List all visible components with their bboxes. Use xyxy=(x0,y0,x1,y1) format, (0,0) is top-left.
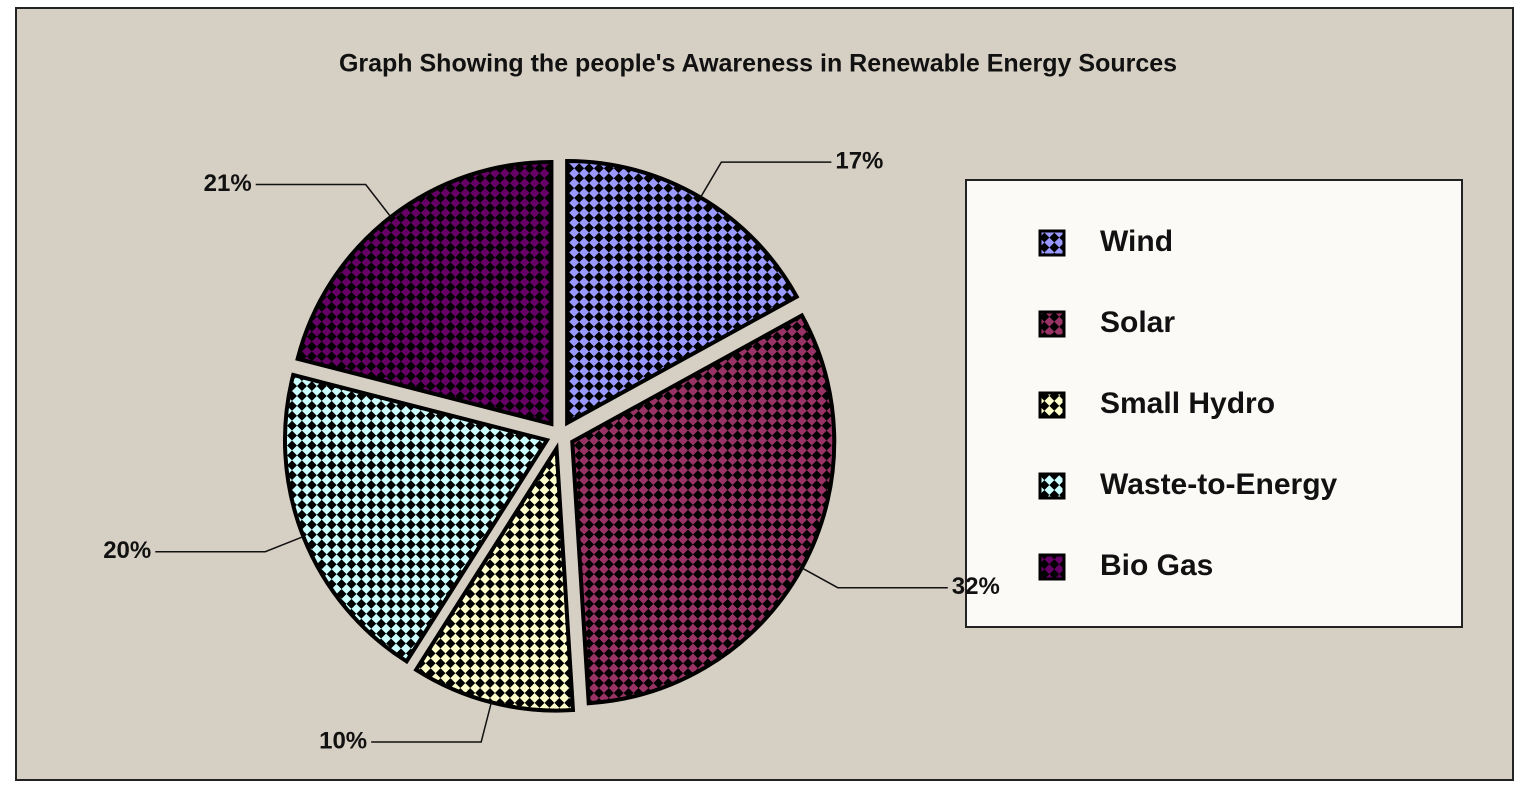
data-label: 20% xyxy=(103,537,151,564)
pie-slice xyxy=(565,158,800,427)
data-label: 17% xyxy=(835,147,883,174)
legend-label: Wind xyxy=(1100,225,1173,258)
legend-label: Solar xyxy=(1100,306,1175,339)
data-label: 32% xyxy=(952,573,1000,600)
legend-swatch xyxy=(1038,391,1066,419)
leader-line xyxy=(371,702,493,743)
legend-swatch xyxy=(1038,472,1066,500)
legend-label: Bio Gas xyxy=(1100,549,1213,582)
legend-label: Small Hydro xyxy=(1100,387,1275,420)
leader-line xyxy=(255,183,392,218)
legend-swatch xyxy=(1038,229,1066,257)
pie-slice xyxy=(295,159,554,427)
leader-line xyxy=(155,535,304,553)
pie-slice xyxy=(413,442,576,713)
legend-swatch xyxy=(1038,310,1066,338)
data-label: 21% xyxy=(204,170,252,197)
legend-swatch xyxy=(1038,553,1066,581)
legend-label: Waste-to-Energy xyxy=(1100,468,1338,501)
chart-title: Graph Showing the people's Awareness in … xyxy=(339,50,1177,78)
leader-line xyxy=(801,567,948,589)
pie-slice xyxy=(282,372,551,665)
leader-line xyxy=(699,161,832,198)
data-label: 10% xyxy=(319,727,367,754)
